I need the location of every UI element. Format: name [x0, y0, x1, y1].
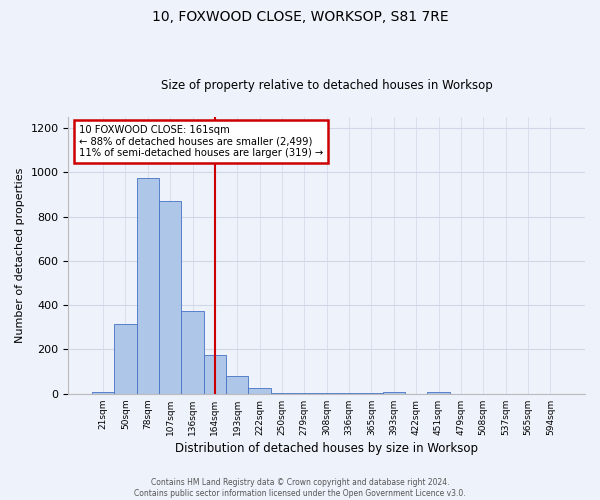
X-axis label: Distribution of detached houses by size in Worksop: Distribution of detached houses by size … — [175, 442, 478, 455]
Bar — [226, 376, 248, 394]
Text: 10, FOXWOOD CLOSE, WORKSOP, S81 7RE: 10, FOXWOOD CLOSE, WORKSOP, S81 7RE — [152, 10, 448, 24]
Title: Size of property relative to detached houses in Worksop: Size of property relative to detached ho… — [161, 79, 493, 92]
Bar — [360, 392, 383, 394]
Bar — [427, 392, 450, 394]
Bar — [271, 392, 293, 394]
Bar — [137, 178, 159, 394]
Y-axis label: Number of detached properties: Number of detached properties — [15, 168, 25, 343]
Bar — [338, 392, 360, 394]
Bar — [92, 392, 114, 394]
Text: 10 FOXWOOD CLOSE: 161sqm
← 88% of detached houses are smaller (2,499)
11% of sem: 10 FOXWOOD CLOSE: 161sqm ← 88% of detach… — [79, 125, 323, 158]
Bar — [293, 392, 316, 394]
Bar — [383, 392, 405, 394]
Text: Contains HM Land Registry data © Crown copyright and database right 2024.
Contai: Contains HM Land Registry data © Crown c… — [134, 478, 466, 498]
Bar — [181, 310, 204, 394]
Bar — [159, 201, 181, 394]
Bar — [114, 324, 137, 394]
Bar — [204, 355, 226, 394]
Bar — [248, 388, 271, 394]
Bar — [316, 392, 338, 394]
